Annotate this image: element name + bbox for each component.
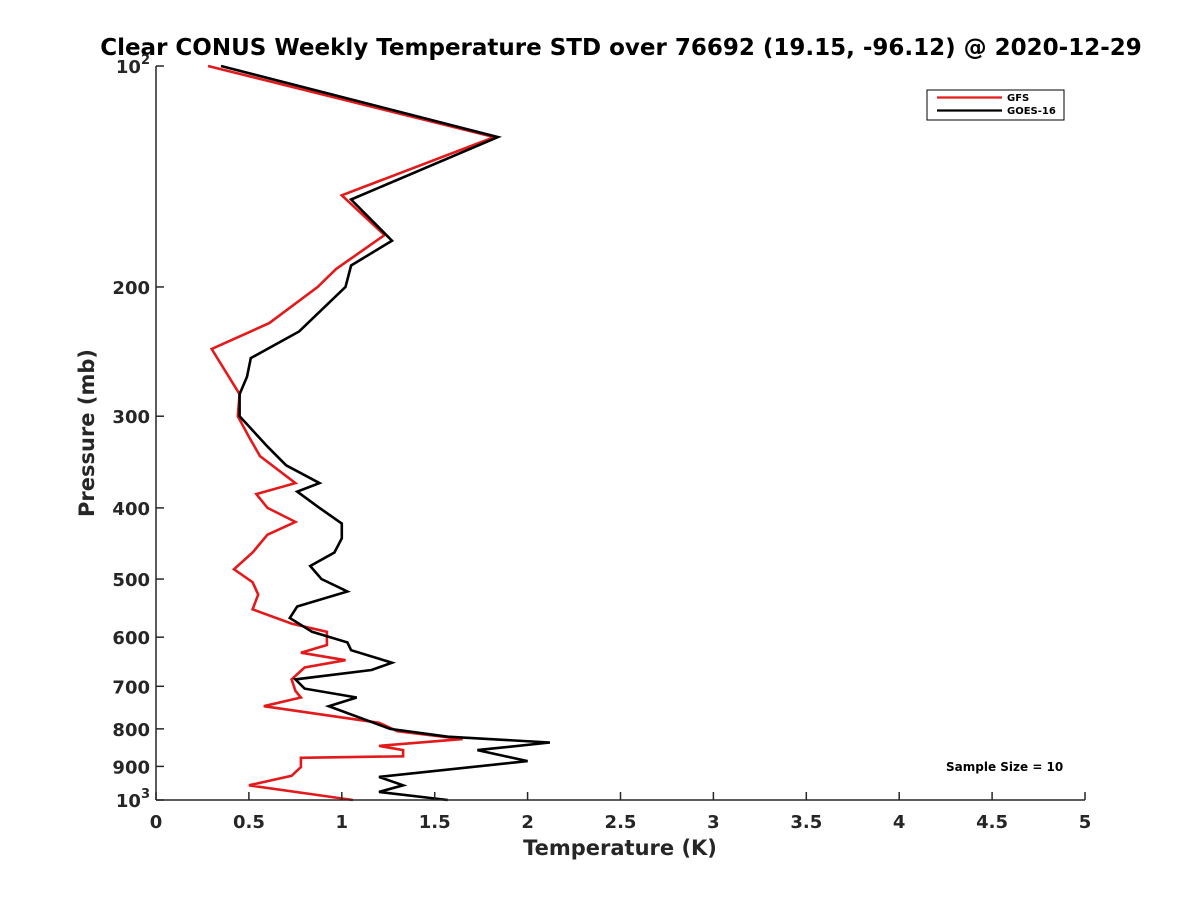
- y-axis-label: Pressure (mb): [75, 349, 99, 517]
- y-tick-label: 900: [112, 757, 150, 778]
- x-tick-label: 0.5: [233, 812, 265, 833]
- y-tick-label: 300: [112, 407, 150, 428]
- series-layer: [207, 64, 551, 802]
- x-tick-label: 1: [336, 812, 349, 833]
- chart-title: Clear CONUS Weekly Temperature STD over …: [100, 35, 1142, 61]
- y-tick-base: 10: [116, 791, 141, 812]
- x-tick-label: 3.5: [790, 812, 822, 833]
- legend-label-goes16: GOES-16: [1007, 106, 1056, 117]
- x-tick-label: 1.5: [419, 812, 451, 833]
- y-tick-exponent: 3: [141, 787, 150, 802]
- y-tick-exponent: 2: [141, 53, 150, 68]
- x-tick-label: 3: [707, 812, 720, 833]
- series-line-goes16: [220, 64, 551, 802]
- x-tick-label: 2: [521, 812, 534, 833]
- y-tick-label: 700: [112, 677, 150, 698]
- y-tick-label: 800: [112, 720, 150, 741]
- legend: GFS GOES-16: [926, 89, 1065, 121]
- x-axis-label: Temperature (K): [523, 836, 717, 860]
- y-tick-label: 200: [112, 278, 150, 299]
- x-tick-label: 4: [893, 812, 906, 833]
- y-tick-base: 10: [116, 57, 141, 78]
- x-ticks: 0 0.5 1 1.5 2 2.5 3 3.5 4 4.5 5: [150, 792, 1092, 833]
- series-line-gfs: [207, 64, 499, 802]
- x-tick-label: 2.5: [605, 812, 637, 833]
- legend-label-gfs: GFS: [1007, 93, 1029, 104]
- x-tick-label: 5: [1079, 812, 1092, 833]
- y-tick-label: 400: [112, 499, 150, 520]
- y-tick-label: 500: [112, 570, 150, 591]
- y-tick-label: 600: [112, 628, 150, 649]
- y-tick-label: 103: [116, 787, 150, 812]
- y-tick-label: 102: [116, 53, 150, 78]
- sample-size-annotation: Sample Size = 10: [946, 760, 1063, 774]
- x-tick-label: 4.5: [976, 812, 1008, 833]
- x-tick-label: 0: [150, 812, 163, 833]
- legend-box: [926, 89, 1065, 121]
